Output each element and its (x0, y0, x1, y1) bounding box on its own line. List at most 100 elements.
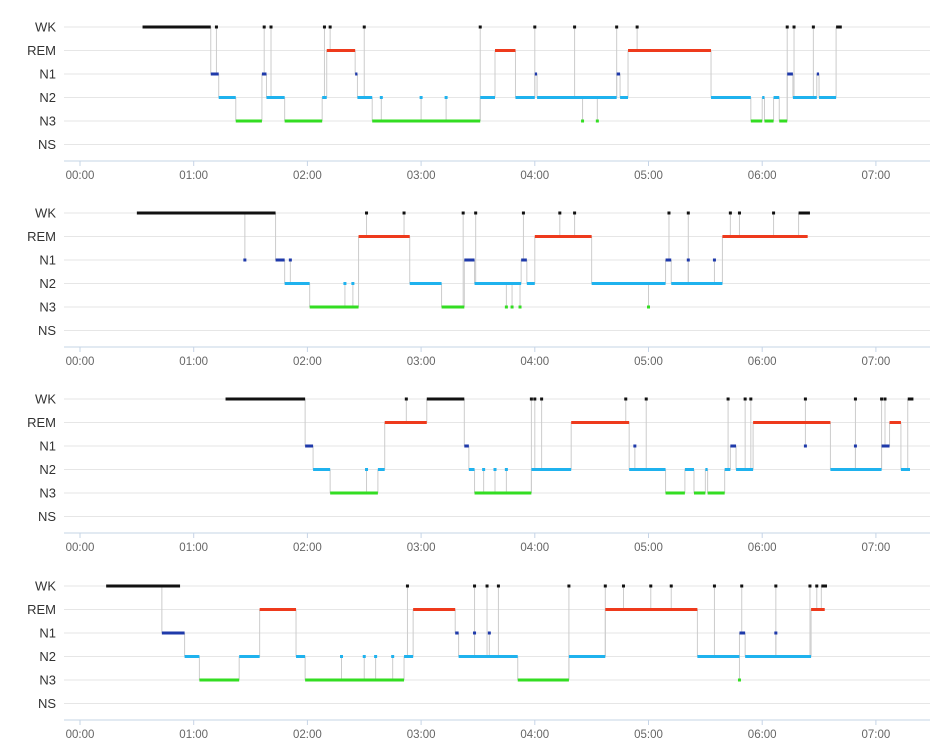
stage-label-ns: NS (38, 509, 56, 524)
hypnogram-chart-1: WK REM N1 N2 N3 NS 00:00 01:00 02:00 03:00 04:00 05… (27, 20, 930, 182)
spike-wk (540, 397, 544, 401)
spike-wk (792, 25, 796, 29)
spike-wk (669, 584, 673, 588)
spike-wk (772, 211, 776, 215)
spike-wk (649, 584, 653, 588)
hypnogram-chart-3: WK REM N1 N2 N3 NS 00:00 01:00 02:00 03:00 04:00 05… (27, 392, 930, 554)
stage-label-n3: N3 (39, 300, 56, 315)
spike-wk (473, 584, 477, 588)
spike-wk (533, 397, 537, 401)
stage-label-n1: N1 (39, 439, 56, 454)
spike-wk (529, 397, 533, 401)
spike-wk (728, 211, 732, 215)
x-tick-label: 03:00 (407, 542, 436, 554)
stage-label-n1: N1 (39, 67, 56, 82)
x-tick-label: 06:00 (748, 170, 777, 182)
hypnogram-chart-2: WK REM N1 N2 N3 NS 00:00 01:00 02:00 03:00 04:00 05… (27, 206, 930, 368)
x-tick-label: 05:00 (634, 356, 663, 368)
spike-wk (808, 584, 812, 588)
spike-n3 (595, 119, 599, 123)
spike-wk (880, 397, 884, 401)
stage-label-ns: NS (38, 696, 56, 711)
stage-label-wk: WK (35, 20, 56, 35)
x-tick-label: 03:00 (407, 729, 436, 741)
spike-wk (328, 25, 332, 29)
spike-n1 (487, 631, 491, 635)
x-tick-label: 02:00 (293, 170, 322, 182)
spike-wk (811, 25, 815, 29)
spike-wk (740, 584, 744, 588)
spike-wk (485, 584, 489, 588)
spike-wk (712, 584, 716, 588)
stage-label-ns: NS (38, 323, 56, 338)
spike-n2 (365, 468, 369, 471)
x-tick-label: 00:00 (66, 356, 95, 368)
x-tick-label: 06:00 (748, 542, 777, 554)
spike-wk (774, 584, 778, 588)
x-tick-label: 01:00 (179, 170, 208, 182)
spike-n1 (633, 444, 637, 448)
spike-n1 (473, 631, 477, 635)
spike-wk (262, 25, 266, 29)
spike-wk (521, 211, 525, 215)
spike-wk (621, 584, 625, 588)
spike-wk (749, 397, 753, 401)
spike-n1 (712, 258, 716, 262)
spike-n1 (686, 258, 690, 262)
x-tick-label: 05:00 (634, 542, 663, 554)
x-tick-label: 01:00 (179, 542, 208, 554)
x-tick-label: 00:00 (66, 729, 95, 741)
spike-n3 (510, 305, 514, 309)
spike-wk (533, 25, 537, 29)
spike-wk (635, 25, 639, 29)
spike-n2 (391, 655, 395, 658)
x-tick-label: 04:00 (520, 729, 549, 741)
spike-wk (214, 25, 218, 29)
x-tick-label: 01:00 (179, 356, 208, 368)
stage-label-wk: WK (35, 206, 56, 221)
stage-label-wk: WK (35, 392, 56, 407)
spike-wk (785, 25, 789, 29)
spike-n2 (343, 282, 347, 285)
stage-label-wk: WK (35, 579, 56, 594)
spike-n2 (493, 468, 497, 471)
x-tick-label: 04:00 (520, 356, 549, 368)
x-tick-label: 07:00 (862, 170, 891, 182)
spike-wk (615, 25, 619, 29)
spike-wk (269, 25, 273, 29)
spike-wk (404, 397, 408, 401)
spike-wk (667, 211, 671, 215)
hypnogram-chart-4: WK REM N1 N2 N3 NS 00:00 01:00 02:00 03:00 04:00 05… (27, 579, 930, 741)
spike-n1 (288, 258, 292, 262)
spike-n2 (419, 96, 423, 99)
x-tick-label: 06:00 (748, 729, 777, 741)
spike-wk (573, 25, 577, 29)
spike-wk (883, 397, 887, 401)
stage-label-n2: N2 (39, 90, 56, 105)
stage-label-ns: NS (38, 137, 56, 152)
spike-wk (624, 397, 628, 401)
spike-wk (567, 584, 571, 588)
stage-label-n2: N2 (39, 462, 56, 477)
spike-n1 (853, 444, 857, 448)
spike-wk (815, 584, 819, 588)
x-tick-label: 00:00 (66, 170, 95, 182)
stage-label-n3: N3 (39, 486, 56, 501)
spike-n2 (362, 655, 366, 658)
spike-wk (573, 211, 577, 215)
spike-n3 (581, 119, 585, 123)
stage-label-rem: REM (27, 602, 56, 617)
spike-wk (743, 397, 747, 401)
x-tick-label: 06:00 (748, 356, 777, 368)
spike-wk (474, 211, 478, 215)
spike-wk (405, 584, 409, 588)
spike-n2 (351, 282, 355, 285)
spike-wk (803, 397, 807, 401)
x-tick-label: 03:00 (407, 356, 436, 368)
spike-n2 (374, 655, 378, 658)
x-tick-label: 04:00 (520, 170, 549, 182)
spike-n3 (737, 678, 741, 682)
spike-wk (461, 211, 465, 215)
spike-n3 (504, 305, 508, 309)
